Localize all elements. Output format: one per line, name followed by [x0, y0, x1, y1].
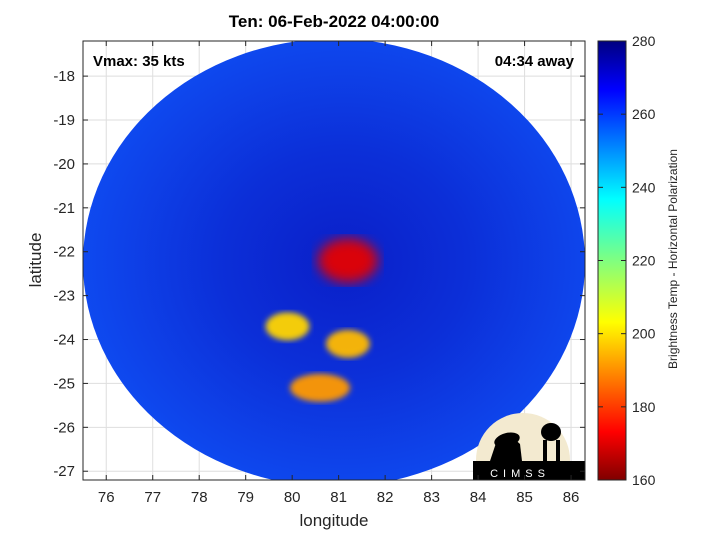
colorbar-tick-label: 280: [632, 33, 656, 49]
colorbar-tick-label: 160: [632, 472, 656, 488]
x-tick-label: 84: [470, 489, 487, 506]
y-tick-label: -26: [53, 419, 75, 436]
swath-feature-warm-patch: [290, 373, 351, 402]
swath-feature-warm-band: [325, 329, 370, 358]
colorbar-tick-label: 180: [632, 399, 656, 415]
x-tick-label: 78: [191, 489, 208, 506]
colorbar-tick-label: 240: [632, 179, 656, 195]
y-axis: -18 -19 -20 -21 -22 -23 -24 -25 -26 -27: [53, 68, 585, 480]
plot-title: Ten: 06-Feb-2022 04:00:00: [228, 12, 440, 31]
x-axis-label: longitude: [299, 511, 369, 530]
x-tick-label: 76: [98, 489, 115, 506]
x-tick-label: 83: [423, 489, 440, 506]
colorbar-label: Brightness Temp - Horizontal Polarizatio…: [666, 149, 680, 369]
y-tick-label: -22: [53, 244, 75, 261]
colorbar-tick-label: 260: [632, 106, 656, 122]
swath-feature-warm-band: [265, 312, 310, 341]
colorbar-tick-label: 220: [632, 253, 656, 269]
cimss-logo: CIMSS: [473, 413, 585, 480]
y-tick-label: -19: [53, 112, 75, 129]
x-tick-label: 85: [516, 489, 533, 506]
axes-frame: [82, 40, 586, 481]
colorbar-tick-label: 200: [632, 326, 656, 342]
y-tick-label: -21: [53, 200, 75, 217]
swath-features: [265, 238, 378, 402]
y-tick-label: -24: [53, 332, 75, 349]
x-tick-label: 77: [144, 489, 161, 506]
y-tick-label: -20: [53, 156, 75, 173]
colorbar-ticks: 160 180 200 220 240 260 280: [598, 33, 656, 488]
time-away-label: 04:34 away: [494, 53, 574, 70]
y-tick-label: -18: [53, 68, 75, 85]
y-axis-label: latitude: [26, 232, 45, 288]
y-tick-label: -23: [53, 288, 75, 305]
svg-text:CIMSS: CIMSS: [490, 468, 550, 480]
x-tick-label: 82: [377, 489, 394, 506]
y-tick-label: -25: [53, 375, 75, 392]
x-tick-label: 86: [563, 489, 580, 506]
x-tick-label: 81: [330, 489, 347, 506]
x-axis: 76 77 78 79 80 81 82 83 84 85 86: [98, 41, 580, 506]
brightness-temp-swath: [83, 41, 585, 480]
x-tick-label: 79: [237, 489, 254, 506]
x-tick-label: 80: [284, 489, 301, 506]
y-tick-label: -27: [53, 463, 75, 480]
swath-feature-cold-core: [317, 238, 378, 283]
vmax-label: Vmax: 35 kts: [93, 53, 185, 70]
